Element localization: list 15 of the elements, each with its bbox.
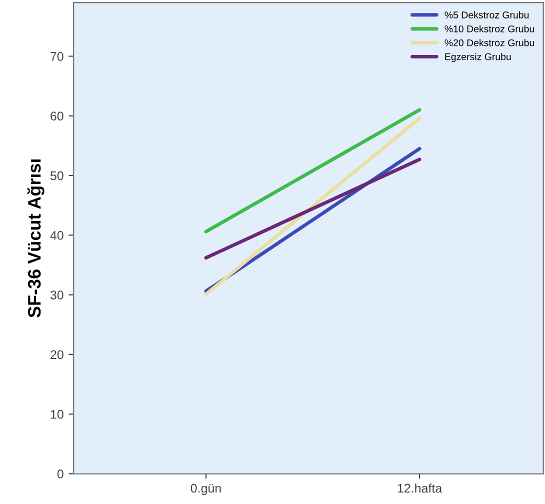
y-tick-label: 70 — [50, 52, 64, 61]
legend-label: %10 Dekstroz Grubu — [444, 25, 534, 32]
y-tick-label: 60 — [50, 112, 64, 121]
legend-label: Egzersiz Grubu — [445, 53, 511, 62]
y-axis-title: SF-36 Vücut Ağrısı — [27, 159, 44, 318]
legend-label: %20 Dekstroz Grubu — [444, 39, 534, 46]
y-tick-label: 0 — [57, 470, 64, 478]
y-tick-label: 50 — [50, 171, 64, 180]
y-tick-label: 30 — [50, 290, 64, 300]
legend-label: %5 Dekstroz Grubu — [444, 11, 529, 18]
y-tick-label: 20 — [50, 350, 64, 360]
y-tick-label: 10 — [50, 410, 64, 419]
x-tick-label: 0.gün — [190, 484, 221, 496]
x-tick-label: 12.hafta — [398, 483, 442, 493]
y-tick-label: 40 — [50, 230, 64, 240]
